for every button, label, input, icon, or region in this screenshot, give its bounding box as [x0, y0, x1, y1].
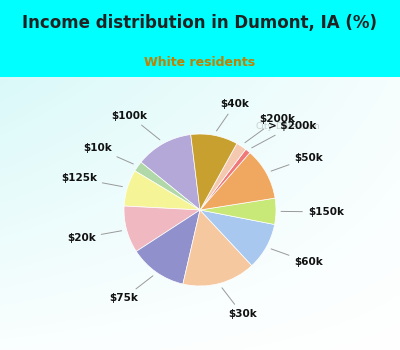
- Text: White residents: White residents: [144, 56, 256, 69]
- Text: $125k: $125k: [61, 174, 122, 187]
- Text: $100k: $100k: [112, 111, 160, 140]
- Wedge shape: [200, 153, 275, 210]
- Text: $50k: $50k: [271, 153, 323, 171]
- Text: $40k: $40k: [216, 99, 250, 131]
- Wedge shape: [191, 134, 237, 210]
- Text: > $200k: > $200k: [252, 121, 316, 148]
- Text: City-Data.com: City-Data.com: [256, 122, 320, 131]
- Text: Income distribution in Dumont, IA (%): Income distribution in Dumont, IA (%): [22, 14, 378, 32]
- Text: $10k: $10k: [83, 143, 133, 164]
- Wedge shape: [200, 198, 276, 224]
- Wedge shape: [124, 206, 200, 251]
- Wedge shape: [200, 149, 250, 210]
- Text: $200k: $200k: [245, 114, 295, 143]
- Text: $150k: $150k: [281, 207, 344, 217]
- Wedge shape: [183, 210, 252, 286]
- Wedge shape: [200, 210, 275, 266]
- Wedge shape: [200, 144, 246, 210]
- Wedge shape: [124, 171, 200, 210]
- Text: $20k: $20k: [67, 231, 122, 243]
- Text: $75k: $75k: [109, 276, 153, 303]
- Text: $60k: $60k: [271, 249, 323, 267]
- Text: $30k: $30k: [222, 288, 257, 319]
- Wedge shape: [135, 162, 200, 210]
- Wedge shape: [136, 210, 200, 284]
- Wedge shape: [141, 134, 200, 210]
